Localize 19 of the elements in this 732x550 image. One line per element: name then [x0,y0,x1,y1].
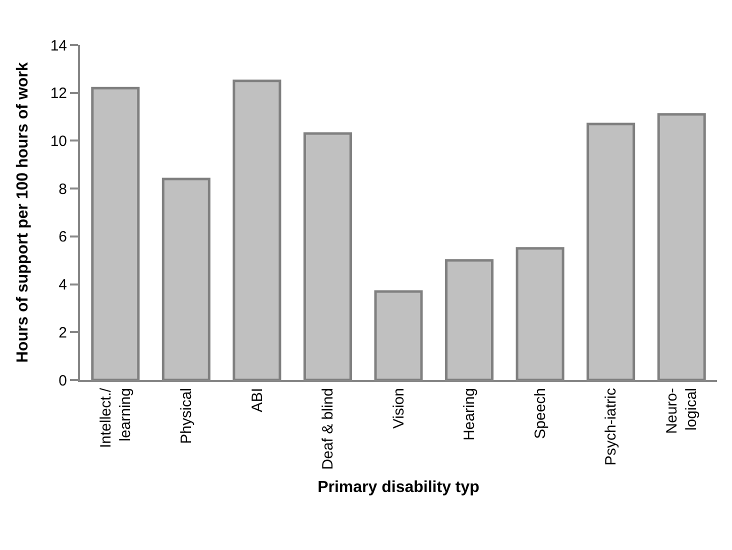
y-tick-label: 10 [50,132,67,150]
x-tick-label: Intellect./ learning [98,387,134,448]
y-tick-label: 14 [50,37,67,54]
x-tick-label: Neuro- logical [664,388,700,434]
x-axis-title: Primary disability typ [318,478,480,496]
x-tick-label: ABI [248,388,266,412]
y-tick-label: 12 [50,85,67,102]
y-tick-label: 4 [58,276,67,294]
x-tick-label: Psych-iatric [602,388,620,466]
y-tick-label: 6 [58,228,67,246]
x-tick-label: Physical [178,388,196,444]
y-tick-label: 2 [58,324,67,342]
y-tick-label: 8 [58,180,67,198]
x-tick-label: Speech [532,388,549,439]
y-axis-title: Hours of support per 100 hours of work [14,62,32,363]
x-tick-label: Deaf & blind [320,388,337,470]
x-tick-label: Hearing [461,388,478,441]
y-tick-label: 0 [58,372,67,390]
x-tick-label: Vision [390,388,408,429]
